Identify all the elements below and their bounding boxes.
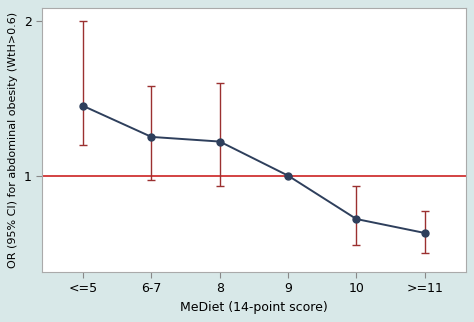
- Y-axis label: OR (95% CI) for abdominal obesity (WtH>0.6): OR (95% CI) for abdominal obesity (WtH>0…: [9, 12, 18, 268]
- X-axis label: MeDiet (14-point score): MeDiet (14-point score): [180, 301, 328, 314]
